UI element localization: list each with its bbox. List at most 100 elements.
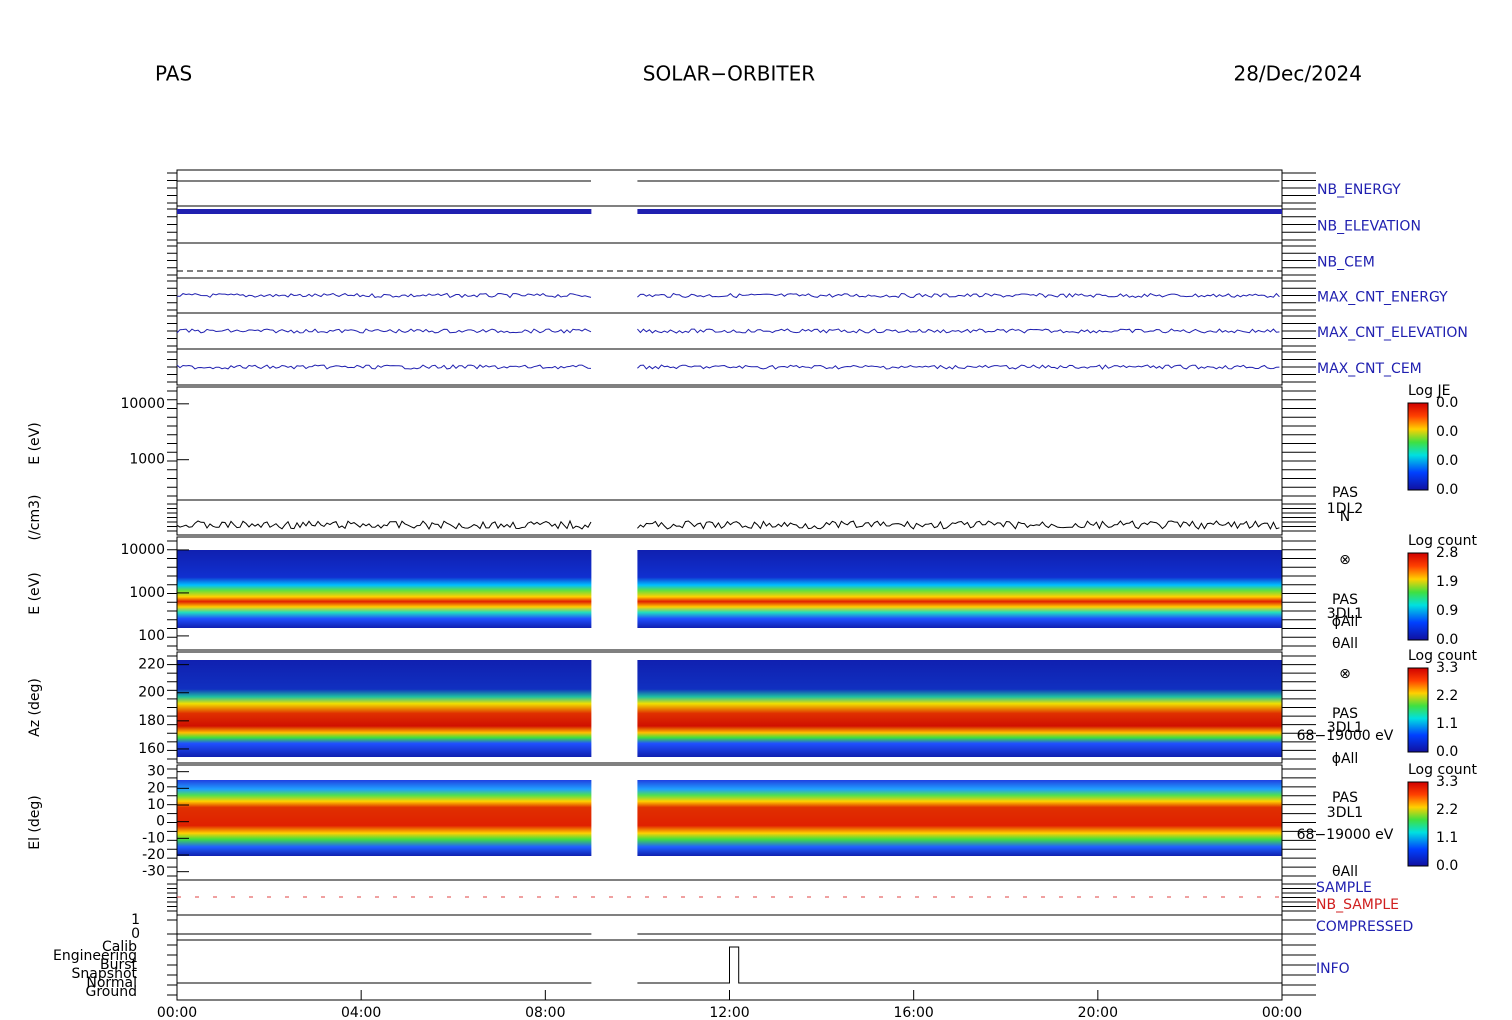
y-tick-label: 220 xyxy=(138,657,165,673)
colorbar-tick-label: 1.9 xyxy=(1436,574,1458,590)
trace xyxy=(637,364,1280,370)
spectrogram xyxy=(637,660,1282,757)
colorbar-title: Log count xyxy=(1408,648,1477,664)
side-label: PAS xyxy=(1332,706,1358,722)
side-label: θAll xyxy=(1332,864,1358,880)
y-tick-label: 20 xyxy=(147,780,165,796)
trace xyxy=(176,328,592,334)
colorbar-tick-label: 1.1 xyxy=(1436,830,1458,846)
x-tick-label: 12:00 xyxy=(709,1005,749,1020)
colorbar-tick-label: 2.2 xyxy=(1436,688,1458,704)
y-tick-label: Burst xyxy=(100,957,138,973)
spectrogram xyxy=(637,780,1282,856)
y-tick-label: Engineering xyxy=(53,948,137,964)
colorbar-tick-label: 0.0 xyxy=(1436,424,1458,440)
side-label: ϕAll xyxy=(1332,751,1359,767)
side-label: PAS xyxy=(1332,592,1358,608)
density-trace xyxy=(637,520,1280,531)
panel-frame xyxy=(176,914,1283,941)
colorbar xyxy=(1407,552,1429,641)
trace xyxy=(637,292,1280,299)
colorbar-tick-label: 0.0 xyxy=(1436,632,1458,648)
spectrogram xyxy=(177,550,592,628)
panel-frame xyxy=(176,499,1283,536)
colorbar-title: Log count xyxy=(1408,762,1477,778)
panel-label: NB_ENERGY xyxy=(1317,182,1401,198)
spectrogram xyxy=(177,780,592,856)
trace xyxy=(176,364,592,370)
y-tick-label: -10 xyxy=(142,830,165,846)
colorbar-tick-label: 0.0 xyxy=(1436,395,1458,411)
colorbar-tick-label: 3.3 xyxy=(1436,660,1458,676)
colorbar-tick-label: 3.3 xyxy=(1436,774,1458,790)
y-tick-label: Snapshot xyxy=(72,966,138,982)
side-label: PAS xyxy=(1332,485,1358,501)
y-axis-label: El (deg) xyxy=(27,795,43,850)
y-tick-label: 1000 xyxy=(129,585,165,601)
x-tick-label: 00:00 xyxy=(1262,1005,1302,1020)
colorbar-tick-label: 0.0 xyxy=(1436,482,1458,498)
y-tick-label: 200 xyxy=(138,685,165,701)
colorbar-tick-label: 0.0 xyxy=(1436,858,1458,874)
panel-label: NB_ELEVATION xyxy=(1317,219,1421,235)
panel-label: MAX_CNT_ENERGY xyxy=(1317,290,1448,306)
y-tick-label: Calib xyxy=(102,939,137,955)
header-center: SOLAR−ORBITER xyxy=(643,62,815,86)
side-label: 1DL2 xyxy=(1327,501,1363,517)
panel-frame xyxy=(176,242,1283,279)
trace xyxy=(637,209,1282,214)
y-tick-label: 0 xyxy=(156,814,165,830)
y-tick-label: 10000 xyxy=(120,542,165,558)
y-tick-label: 1 xyxy=(131,912,140,928)
density-trace xyxy=(176,519,592,531)
y-tick-label: Normal xyxy=(86,975,137,991)
colorbar xyxy=(1407,402,1429,491)
side-label: 3DL1 xyxy=(1327,606,1363,622)
y-tick-label: -30 xyxy=(142,864,165,880)
colorbar-title: Log count xyxy=(1408,533,1477,549)
trace xyxy=(637,946,1282,984)
panel-label: COMPRESSED xyxy=(1316,919,1413,935)
panel-label: SAMPLE xyxy=(1316,880,1372,896)
panel-label: NB_SAMPLE xyxy=(1316,897,1399,913)
y-axis-label: E (eV) xyxy=(27,422,43,464)
y-tick-label: -20 xyxy=(142,847,165,863)
colorbar xyxy=(1407,667,1429,753)
side-label: 68−19000 eV xyxy=(1297,827,1394,843)
panel-label: NB_CEM xyxy=(1317,255,1375,271)
y-tick-label: 10000 xyxy=(120,396,165,412)
header-left: PAS xyxy=(155,62,192,86)
panel-frame xyxy=(176,169,1283,207)
side-label: θAll xyxy=(1332,636,1358,652)
y-tick-label: 30 xyxy=(147,764,165,780)
x-tick-label: 04:00 xyxy=(341,1005,381,1020)
panel-frame xyxy=(176,386,1283,501)
side-label: 3DL1 xyxy=(1327,720,1363,736)
trace xyxy=(176,292,592,299)
y-tick-label: 1000 xyxy=(129,452,165,468)
y-tick-label: 10 xyxy=(147,797,165,813)
colorbar-tick-label: 0.0 xyxy=(1436,744,1458,760)
y-tick-label: 180 xyxy=(138,713,165,729)
panel-label: MAX_CNT_ELEVATION xyxy=(1317,325,1468,341)
colorbar-tick-label: 1.1 xyxy=(1436,716,1458,732)
header-right: 28/Dec/2024 xyxy=(1233,62,1362,86)
side-label: ⊗ xyxy=(1339,666,1351,682)
spectrogram xyxy=(637,550,1282,628)
side-label: 68−19000 eV xyxy=(1297,728,1394,744)
colorbar-title: Log JE xyxy=(1408,383,1450,399)
y-tick-label: 0 xyxy=(131,926,140,942)
panel-frame xyxy=(176,277,1283,314)
panel-label: INFO xyxy=(1316,961,1350,977)
colorbar-tick-label: 2.2 xyxy=(1436,802,1458,818)
y-tick-label: 100 xyxy=(138,628,165,644)
trace xyxy=(637,328,1280,334)
side-label: N xyxy=(1340,509,1350,525)
x-tick-label: 20:00 xyxy=(1078,1005,1118,1020)
y-axis-label: E (eV) xyxy=(27,572,43,614)
colorbar-tick-label: 0.9 xyxy=(1436,603,1458,619)
y-tick-label: Ground xyxy=(86,984,138,1000)
side-label: 3DL1 xyxy=(1327,805,1363,821)
y-axis-label: Az (deg) xyxy=(27,678,43,737)
